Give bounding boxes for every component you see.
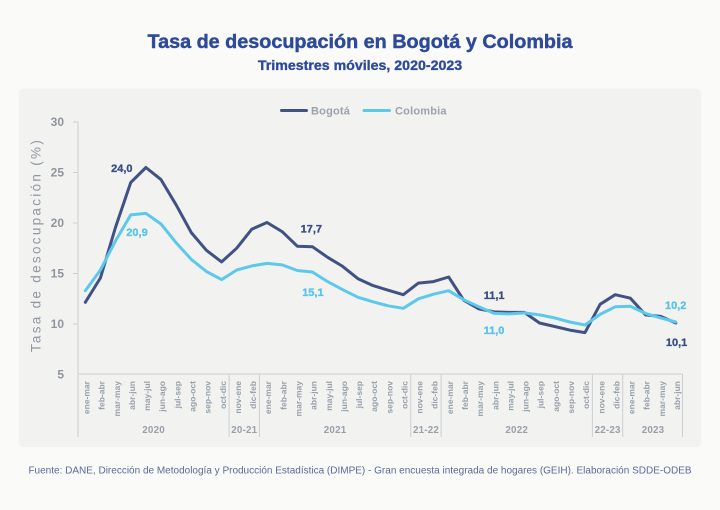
svg-text:dic-feb: dic-feb — [248, 381, 258, 409]
svg-text:2021: 2021 — [324, 425, 347, 436]
svg-text:21-22: 21-22 — [413, 425, 439, 436]
svg-text:ene-mar: ene-mar — [82, 380, 92, 414]
svg-text:jun-ago: jun-ago — [157, 381, 167, 413]
svg-text:mar-may: mar-may — [657, 381, 667, 417]
svg-text:ene-mar: ene-mar — [263, 380, 273, 414]
svg-text:feb-abr: feb-abr — [97, 380, 107, 410]
svg-text:22-23: 22-23 — [595, 425, 621, 436]
svg-text:Fuente: DANE, Dirección de Met: Fuente: DANE, Dirección de Metodología y… — [28, 466, 691, 477]
svg-text:nov-ene: nov-ene — [233, 381, 243, 414]
svg-text:2020: 2020 — [142, 425, 165, 436]
svg-text:nov-ene: nov-ene — [596, 381, 606, 414]
svg-text:jun-ago: jun-ago — [339, 381, 349, 413]
svg-text:jul-sep: jul-sep — [536, 381, 546, 409]
svg-text:mar-may: mar-may — [475, 381, 485, 417]
svg-text:15,1: 15,1 — [302, 287, 323, 299]
svg-text:feb-abr: feb-abr — [278, 380, 288, 410]
svg-text:oct-dic: oct-dic — [581, 381, 591, 409]
svg-text:dic-feb: dic-feb — [611, 381, 621, 409]
svg-text:feb-abr: feb-abr — [642, 380, 652, 410]
svg-text:Tasa de desocupación (%): Tasa de desocupación (%) — [29, 138, 44, 352]
svg-text:10,1: 10,1 — [666, 337, 687, 349]
svg-text:nov-ene: nov-ene — [415, 381, 425, 414]
svg-text:30: 30 — [51, 115, 65, 129]
svg-text:17,7: 17,7 — [301, 223, 322, 235]
svg-text:25: 25 — [51, 166, 65, 180]
svg-text:jul-sep: jul-sep — [354, 381, 364, 409]
svg-text:11,1: 11,1 — [484, 290, 505, 302]
svg-text:20: 20 — [51, 216, 65, 230]
svg-text:sep-nov: sep-nov — [384, 381, 394, 414]
svg-text:10: 10 — [51, 317, 65, 331]
svg-text:abr-jun: abr-jun — [309, 381, 319, 410]
svg-text:ene-mar: ene-mar — [627, 380, 637, 414]
svg-text:2023: 2023 — [642, 425, 665, 436]
svg-text:ago-oct: ago-oct — [188, 381, 198, 412]
svg-text:jul-sep: jul-sep — [172, 381, 182, 409]
svg-text:oct-dic: oct-dic — [218, 381, 228, 409]
svg-text:Tasa de desocupación en Bogotá: Tasa de desocupación en Bogotá y Colombi… — [147, 31, 573, 53]
svg-text:abr-jun: abr-jun — [672, 381, 682, 410]
svg-text:jun-ago: jun-ago — [521, 381, 531, 413]
svg-text:sep-nov: sep-nov — [566, 381, 576, 414]
svg-text:dic-feb: dic-feb — [430, 381, 440, 409]
svg-text:Trimestres móviles, 2020-2023: Trimestres móviles, 2020-2023 — [258, 58, 462, 74]
svg-text:15: 15 — [51, 267, 65, 281]
svg-text:may-jul: may-jul — [505, 381, 515, 411]
svg-text:ago-oct: ago-oct — [551, 381, 561, 412]
svg-text:11,0: 11,0 — [484, 325, 505, 337]
svg-text:5: 5 — [57, 368, 64, 382]
svg-text:sep-nov: sep-nov — [203, 381, 213, 414]
svg-text:may-jul: may-jul — [142, 381, 152, 411]
svg-text:feb-abr: feb-abr — [460, 380, 470, 410]
svg-text:ago-oct: ago-oct — [369, 381, 379, 412]
svg-text:20-21: 20-21 — [231, 425, 257, 436]
svg-text:abr-jun: abr-jun — [127, 381, 137, 410]
svg-text:2022: 2022 — [505, 425, 528, 436]
svg-text:Bogotá: Bogotá — [311, 106, 351, 118]
svg-text:20,9: 20,9 — [126, 227, 147, 239]
svg-text:oct-dic: oct-dic — [400, 381, 410, 409]
svg-text:Colombia: Colombia — [395, 106, 447, 118]
svg-text:10,2: 10,2 — [665, 300, 686, 312]
svg-text:24,0: 24,0 — [111, 163, 132, 175]
svg-text:abr-jun: abr-jun — [490, 381, 500, 410]
svg-text:may-jul: may-jul — [324, 381, 334, 411]
svg-text:mar-may: mar-may — [294, 381, 304, 417]
svg-text:ene-mar: ene-mar — [445, 380, 455, 414]
svg-text:mar-may: mar-may — [112, 381, 122, 417]
